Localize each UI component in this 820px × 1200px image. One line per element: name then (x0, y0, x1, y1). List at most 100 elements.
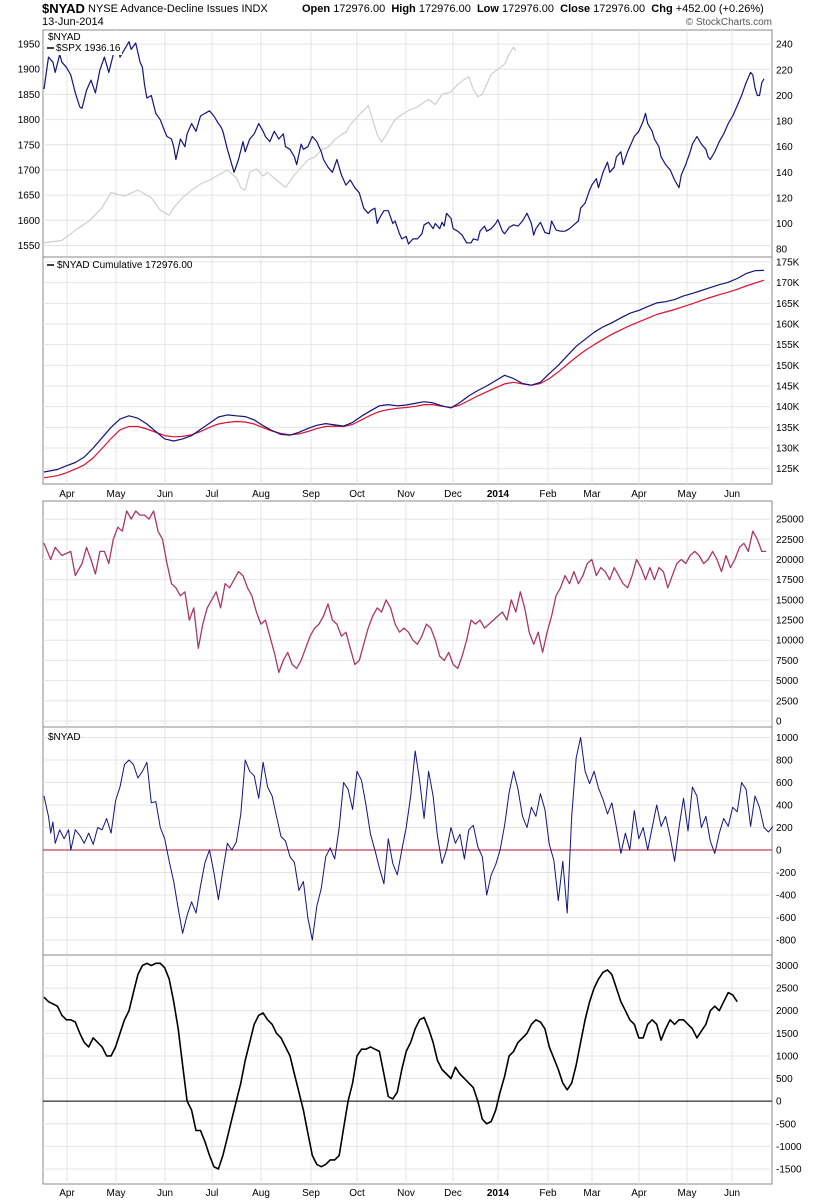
y-tick-label: 22500 (776, 535, 804, 546)
panel-title: $NYAD (48, 732, 81, 743)
x-month-label: May (107, 489, 126, 500)
y-tick-label: 500 (776, 1074, 793, 1085)
y-tick-label: 1500 (776, 1029, 799, 1040)
y-tick-label: 1000 (776, 1051, 799, 1062)
chg-label: Chg (651, 3, 673, 15)
panel-frame (42, 500, 773, 728)
y-tick-label-left: 1900 (18, 65, 41, 76)
chart-date: 13-Jun-2014 (42, 16, 104, 28)
y-tick-label-left: 1950 (18, 40, 41, 51)
x-month-label: Apr (59, 1188, 75, 1199)
low-value: 172976.00 (502, 3, 555, 15)
y-tick-label: 200 (776, 823, 793, 834)
panel-1 (42, 29, 773, 258)
ticker-symbol: $NYAD (42, 1, 85, 16)
y-tick-label: 20000 (776, 555, 804, 566)
y-tick-label: -800 (776, 936, 796, 947)
y-tick-label-left: 1550 (18, 241, 41, 252)
high-value: 172976.00 (418, 3, 471, 15)
y-tick-label: 160K (776, 320, 800, 331)
indicator-line (43, 510, 767, 674)
close-label: Close (560, 3, 591, 15)
y-tick-label: -600 (776, 913, 796, 924)
y-tick-label: 7500 (776, 656, 799, 667)
y-tick-label: 15000 (776, 595, 804, 606)
brand-watermark: © StockCharts.com (685, 17, 772, 28)
y-tick-label-left: 1600 (18, 216, 41, 227)
legend-cumulative: $NYAD Cumulative 172976.00 (57, 260, 193, 271)
y-tick-label: 155K (776, 340, 800, 351)
y-tick-label: 175K (776, 258, 800, 269)
y-tick-label-right: 80 (776, 245, 788, 256)
panel-frame (42, 29, 773, 258)
x-month-label: Jun (724, 1188, 740, 1199)
open-value: 172976.00 (333, 3, 386, 15)
panel-frame (42, 954, 773, 1185)
y-tick-label: 3000 (776, 961, 799, 972)
y-tick-label: 5000 (776, 676, 799, 687)
y-tick-label: 135K (776, 423, 800, 434)
x-month-label: Sep (302, 1188, 320, 1199)
y-tick-label-right: 240 (776, 40, 793, 51)
x-month-label: Dec (444, 1188, 462, 1199)
x-month-label: Mar (583, 489, 601, 500)
y-tick-label: 2000 (776, 1006, 799, 1017)
y-tick-label-left: 1750 (18, 140, 41, 151)
y-tick-label: 125K (776, 464, 800, 475)
y-tick-label-left: 1800 (18, 115, 41, 126)
panel-frame (42, 726, 773, 956)
x-month-label: Jun (157, 489, 173, 500)
x-month-label: Aug (252, 1188, 270, 1199)
nyad-daily-line (43, 737, 774, 941)
y-tick-label: 0 (776, 1097, 782, 1108)
y-tick-label: 10000 (776, 636, 804, 647)
high-label: High (391, 3, 416, 15)
panel-5 (42, 954, 773, 1185)
y-tick-label-right: 120 (776, 193, 793, 204)
y-tick-label: 17500 (776, 575, 804, 586)
panel-3 (42, 500, 773, 728)
oscillator-line (43, 962, 738, 1170)
y-tick-label: 150K (776, 361, 800, 372)
y-tick-label: -200 (776, 868, 796, 879)
x-month-label: Jul (206, 1188, 219, 1199)
y-tick-label-left: 1700 (18, 165, 41, 176)
x-month-label: Jun (724, 489, 740, 500)
y-tick-label: 140K (776, 402, 800, 413)
moving-average-line (43, 279, 765, 479)
y-tick-label: 12500 (776, 616, 804, 627)
y-tick-label: 170K (776, 278, 800, 289)
quote-line: Open 172976.00 High 172976.00 Low 172976… (302, 3, 764, 15)
close-value: 172976.00 (593, 3, 646, 15)
low-label: Low (476, 3, 499, 15)
y-tick-label: 130K (776, 444, 800, 455)
spx-series-line (43, 46, 517, 244)
x-month-label: Nov (397, 1188, 415, 1199)
panel-4 (42, 726, 773, 956)
x-month-label: Nov (397, 489, 415, 500)
y-tick-label-left: 1850 (18, 90, 41, 101)
y-tick-label: 25000 (776, 515, 804, 526)
legend-nyad: $NYAD (48, 32, 81, 43)
ticker-exchange: INDX (241, 3, 268, 15)
y-tick-label: -1500 (776, 1164, 802, 1175)
x-month-label: Sep (302, 489, 320, 500)
y-tick-label: 1000 (776, 733, 799, 744)
x-month-label: Apr (631, 489, 647, 500)
x-month-label: Mar (583, 1188, 601, 1199)
y-tick-label-right: 140 (776, 168, 793, 179)
y-tick-label: 165K (776, 299, 800, 310)
x-month-label: Oct (349, 489, 365, 500)
x-month-label: Feb (539, 1188, 557, 1199)
y-tick-label-right: 220 (776, 65, 793, 76)
y-tick-label: 2500 (776, 984, 799, 995)
chg-value: +452.00 (+0.26%) (675, 3, 764, 15)
y-tick-label: 600 (776, 778, 793, 789)
ticker-fullname: NYSE Advance-Decline Issues (88, 3, 239, 15)
y-tick-label: 0 (776, 717, 782, 728)
open-label: Open (302, 3, 331, 15)
y-tick-label: -1000 (776, 1142, 802, 1153)
x-month-label: Feb (539, 489, 557, 500)
panel-frame (42, 256, 773, 485)
